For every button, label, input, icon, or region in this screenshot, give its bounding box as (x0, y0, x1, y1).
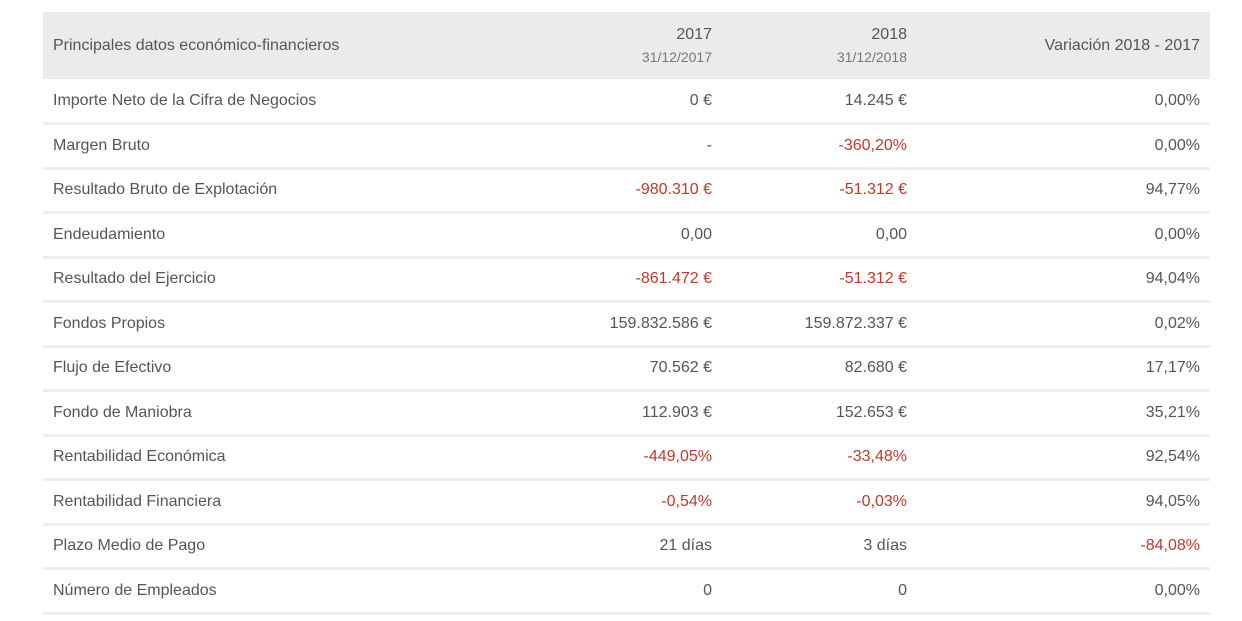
variation-value: 0,00% (1154, 225, 1200, 243)
variation-value: 94,04% (1145, 270, 1200, 288)
variation-value: -84,08% (1140, 537, 1200, 555)
value-2018: 0 (898, 581, 907, 599)
value-2018: 3 días (863, 537, 907, 555)
table-row: Fondos Propios 159.832.586 € 159.872.337 €… (43, 302, 1210, 346)
value-2018: 14.245 € (844, 91, 907, 109)
header-label: Principales datos económico-financieros (53, 36, 340, 54)
value-2018: -51.312 € (839, 270, 907, 288)
value-2017: 70.562 € (649, 359, 712, 377)
variation-value: 17,17% (1145, 359, 1200, 377)
value-2017: -449,05% (643, 448, 713, 466)
value-2017: -0,54% (661, 492, 712, 510)
financial-data-table-container: Principales datos económico-financieros … (43, 12, 1210, 615)
value-2018: 159.872.337 € (804, 314, 907, 332)
variation-value: 0,00% (1154, 136, 1200, 154)
value-2018: 82.680 € (844, 359, 907, 377)
header-row: Principales datos económico-financieros … (43, 12, 1210, 79)
header-2017: 2017 31/12/2017 (569, 12, 722, 79)
value-2017: - (706, 136, 712, 154)
value-2018: -51.312 € (839, 181, 907, 199)
table-row: Margen Bruto - -360,20% 0,00% (43, 124, 1210, 168)
header-2017-date: 31/12/2017 (641, 49, 712, 65)
header-2017-year: 2017 (676, 26, 712, 43)
variation-value: 92,54% (1145, 448, 1200, 466)
value-2018: 0,00 (875, 225, 907, 243)
variation-value: 0,00% (1154, 581, 1200, 599)
value-2017: 112.903 € (642, 403, 712, 421)
header-variation: Variación 2018 - 2017 (1044, 36, 1200, 54)
variation-value: 0,00% (1154, 91, 1200, 109)
row-label: Plazo Medio de Pago (53, 537, 206, 555)
header-2018-year: 2018 (871, 26, 907, 43)
variation-value: 35,21% (1145, 403, 1200, 421)
value-2017: -861.472 € (635, 270, 712, 288)
value-2018: -33,48% (847, 448, 907, 466)
financial-data-table: Principales datos económico-financieros … (43, 12, 1210, 615)
table-row: Rentabilidad Económica -449,05% -33,48% 92,… (43, 435, 1210, 480)
value-2017: 0,00 (680, 225, 712, 243)
row-label: Rentabilidad Económica (53, 448, 226, 466)
header-2018: 2018 31/12/2018 (722, 12, 917, 79)
value-2017: 21 días (659, 537, 712, 555)
header-2018-date: 31/12/2018 (836, 49, 907, 65)
table-header: Principales datos económico-financieros … (43, 12, 1210, 79)
variation-value: 94,05% (1145, 492, 1200, 510)
value-2017: 159.832.586 € (609, 314, 712, 332)
row-label: Número de Empleados (53, 581, 217, 599)
table-row: Flujo de Efectivo 70.562 € 82.680 € 17,17% (43, 346, 1210, 391)
row-label: Importe Neto de la Cifra de Negocios (53, 91, 317, 109)
variation-value: 94,77% (1145, 181, 1200, 199)
value-2017: -980.310 € (635, 181, 712, 199)
table-row: Importe Neto de la Cifra de Negocios 0 € 1… (43, 79, 1210, 124)
row-label: Fondo de Maniobra (53, 403, 192, 421)
variation-value: 0,02% (1154, 314, 1200, 332)
value-2018: 152.653 € (835, 403, 907, 421)
row-label: Rentabilidad Financiera (53, 492, 222, 510)
value-2018: -0,03% (856, 492, 907, 510)
row-label: Margen Bruto (53, 136, 150, 154)
row-label: Resultado del Ejercicio (53, 270, 216, 288)
table-body: Importe Neto de la Cifra de Negocios 0 € 1… (43, 79, 1210, 613)
table-row: Rentabilidad Financiera -0,54% -0,03% 94,05… (43, 480, 1210, 524)
row-label: Fondos Propios (53, 314, 166, 332)
table-row: Resultado del Ejercicio -861.472 € -51.312… (43, 257, 1210, 302)
table-row: Endeudamiento 0,00 0,00 0,00% (43, 213, 1210, 257)
row-label: Flujo de Efectivo (53, 359, 172, 377)
table-row: Fondo de Maniobra 112.903 € 152.653 € 35,21… (43, 391, 1210, 435)
table-row: Plazo Medio de Pago 21 días 3 días -84,08% (43, 524, 1210, 569)
table-row: Resultado Bruto de Explotación -980.310 €… (43, 168, 1210, 213)
row-label: Endeudamiento (53, 225, 166, 243)
value-2017: 0 (703, 581, 712, 599)
row-label: Resultado Bruto de Explotación (53, 181, 278, 199)
table-row: Número de Empleados 0 0 0,00% (43, 569, 1210, 613)
value-2018: -360,20% (838, 136, 908, 154)
value-2017: 0 € (689, 91, 712, 109)
